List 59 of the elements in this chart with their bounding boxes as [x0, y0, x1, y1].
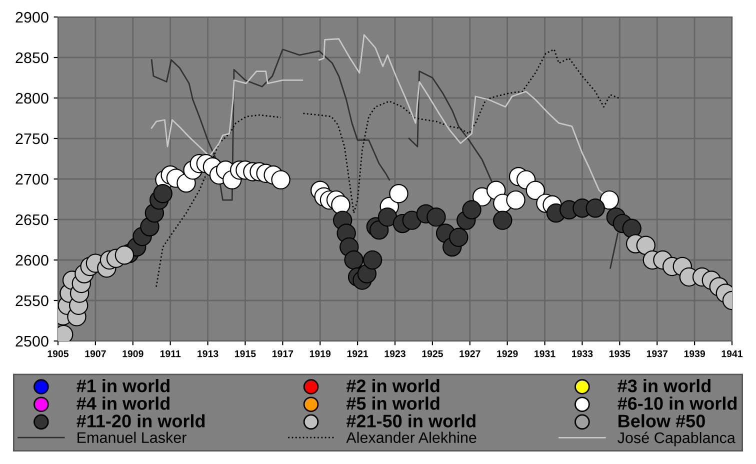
point	[369, 220, 389, 240]
point	[378, 207, 398, 227]
x-tick-label: 1913	[198, 350, 218, 358]
point	[526, 180, 546, 200]
x-tick-label: 1927	[460, 350, 480, 358]
y-tick-label: 2700	[16, 174, 48, 185]
x-tick-label: 1925	[422, 350, 443, 358]
legend-label: Alexander Alekhine	[346, 432, 476, 444]
y-tick-label: 2500	[16, 336, 48, 347]
point	[493, 210, 512, 230]
y-tick-label: 2850	[16, 52, 48, 64]
point	[506, 190, 526, 210]
x-tick-label: 1933	[572, 350, 593, 358]
point	[586, 198, 605, 218]
point	[402, 210, 422, 230]
y-tick-label: 2650	[16, 214, 48, 226]
point	[271, 170, 290, 190]
legend-label: #6-10 in world	[618, 396, 737, 410]
x-tick-label: 1915	[235, 350, 256, 358]
x-tick-label: 1907	[85, 350, 106, 358]
point	[636, 236, 656, 256]
legend-label: #3 in world	[618, 379, 710, 392]
x-tick-label: 1917	[272, 350, 294, 358]
x-tick-label: 1921	[347, 350, 368, 358]
point	[331, 195, 350, 215]
x-tick-label: 1929	[497, 350, 518, 358]
x-tick-label: 1939	[684, 350, 706, 358]
y-tick-label: 2900	[16, 12, 48, 23]
legend-label: #4 in world	[76, 396, 170, 410]
legend-label: #21-50 in world	[346, 414, 476, 428]
x-tick-label: 1923	[384, 350, 406, 358]
legend-label: Emanuel Lasker	[78, 432, 186, 444]
y-tick-label: 2600	[16, 254, 48, 266]
point	[426, 207, 446, 227]
x-tick-label: 1905	[48, 350, 69, 358]
legend-label: #2 in world	[346, 379, 440, 392]
x-tick-label: 1937	[646, 350, 668, 358]
x-tick-label: 1935	[609, 350, 630, 358]
point	[600, 190, 619, 210]
legend-label: #1 in world	[76, 379, 170, 392]
point	[362, 250, 382, 270]
legend-label: José Capablanca	[618, 432, 736, 446]
y-tick-label: 2800	[16, 92, 48, 104]
legend-label: #11-20 in world	[76, 414, 205, 428]
x-tick-label: 1911	[160, 350, 181, 358]
point	[449, 228, 468, 247]
x-tick-label: 1941	[722, 350, 743, 358]
y-tick-label: 2550	[16, 295, 48, 306]
point	[389, 184, 408, 204]
x-tick-label: 1931	[534, 350, 556, 358]
x-tick-label: 1919	[310, 350, 331, 358]
legend-label: #5 in world	[346, 396, 440, 410]
point	[622, 218, 642, 238]
point	[462, 200, 482, 220]
x-tick-label: 1909	[122, 350, 144, 358]
point	[153, 184, 172, 204]
y-tick-label: 2750	[16, 133, 48, 144]
legend-label: Below #50	[618, 414, 705, 428]
point	[344, 250, 364, 270]
